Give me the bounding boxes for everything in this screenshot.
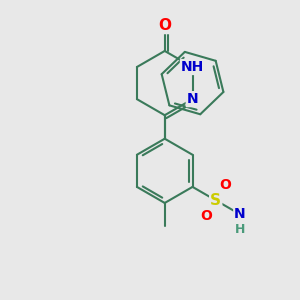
Text: N: N bbox=[187, 92, 198, 106]
Text: O: O bbox=[219, 178, 231, 192]
Text: NH: NH bbox=[181, 60, 204, 74]
Text: S: S bbox=[210, 193, 221, 208]
Text: O: O bbox=[201, 209, 213, 223]
Text: H: H bbox=[235, 223, 245, 236]
Text: N: N bbox=[234, 207, 246, 221]
Text: O: O bbox=[158, 18, 171, 33]
